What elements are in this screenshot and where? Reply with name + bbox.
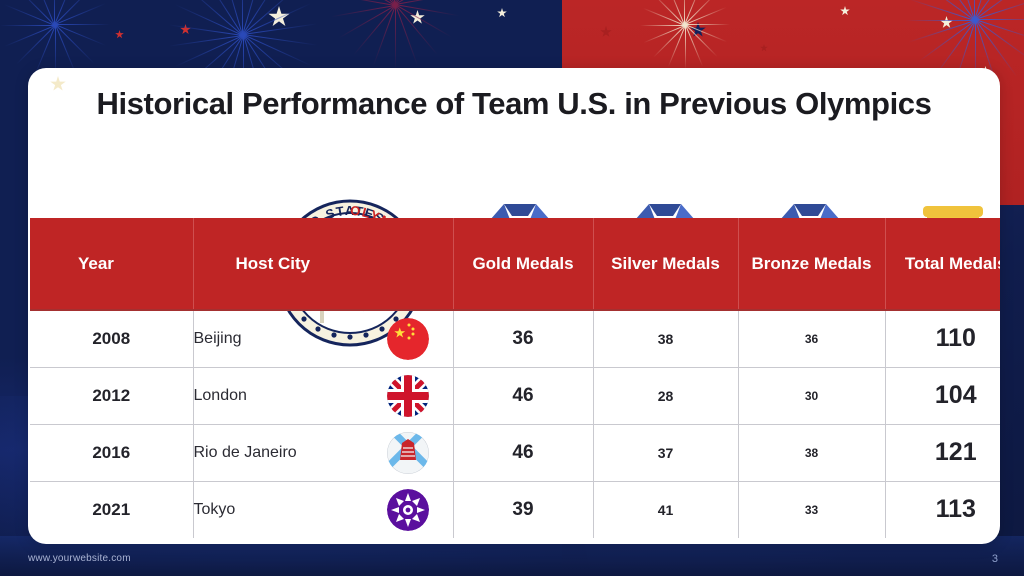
cell-year: 2021 — [30, 480, 194, 538]
medals-table: Year Host City Gold Medals Silver Medals… — [30, 218, 1000, 538]
flag-tokyo-icon — [386, 488, 429, 531]
cell-bronze-medals: 38 — [738, 423, 886, 481]
table-body: 2008 Beijing 36 38 36 110 2012 London 46 28 30 104 2… — [30, 309, 1000, 538]
host-city-label: London — [193, 386, 247, 404]
star-icon — [180, 24, 191, 35]
table-row[interactable]: 2016 Rio de Janeiro 46 37 38 121 — [30, 423, 1000, 481]
column-header-silver-medals[interactable]: Silver Medals — [593, 218, 739, 310]
star-icon — [760, 44, 768, 52]
table-row[interactable]: 2021 Tokyo 39 41 33 113 — [30, 480, 1000, 538]
star-icon — [497, 8, 507, 18]
flag-united-kingdom-icon — [386, 374, 429, 417]
column-header-bronze-medals[interactable]: Bronze Medals — [738, 218, 886, 310]
cell-year: 2016 — [30, 423, 194, 481]
star-icon — [840, 6, 850, 16]
cell-bronze-medals: 30 — [738, 366, 886, 424]
star-icon — [600, 26, 612, 37]
cell-host-city: Rio de Janeiro — [193, 423, 454, 481]
cell-silver-medals: 41 — [593, 480, 739, 538]
firework-icon — [905, 0, 1024, 90]
cell-host-city: London — [193, 366, 454, 424]
cell-total-medals: 110 — [885, 309, 1000, 367]
cell-gold-medals: 46 — [453, 423, 594, 481]
host-city-label: Rio de Janeiro — [193, 443, 297, 461]
cell-silver-medals: 37 — [593, 423, 739, 481]
cell-gold-medals: 39 — [453, 480, 594, 538]
column-header-total-medals[interactable]: Total Medals — [885, 218, 1000, 310]
star-icon — [940, 16, 953, 28]
table-header-row: Year Host City Gold Medals Silver Medals… — [30, 218, 1000, 310]
cell-total-medals: 113 — [885, 480, 1000, 538]
cell-year: 2012 — [30, 366, 194, 424]
firework-icon — [0, 0, 110, 80]
firework-icon — [640, 0, 730, 70]
flag-rio-de-janeiro-icon — [386, 431, 429, 474]
content-card: Historical Performance of Team U.S. in P… — [28, 68, 1000, 544]
page-title: Historical Performance of Team U.S. in P… — [96, 86, 932, 121]
cell-bronze-medals: 33 — [738, 480, 886, 538]
host-city-label: Tokyo — [193, 500, 236, 518]
table-row[interactable]: 2008 Beijing 36 38 36 110 — [30, 309, 1000, 367]
column-header-gold-medals[interactable]: Gold Medals — [453, 218, 594, 310]
host-city-label: Beijing — [193, 329, 242, 347]
cell-host-city: Tokyo — [193, 480, 454, 538]
flag-china-icon — [386, 317, 429, 360]
column-header-year[interactable]: Year — [30, 218, 194, 310]
cell-total-medals: 104 — [885, 366, 1000, 424]
firework-icon — [330, 0, 460, 70]
cell-gold-medals: 46 — [453, 366, 594, 424]
footer-website-link[interactable]: www.yourwebsite.com — [28, 553, 131, 564]
table-row[interactable]: 2012 London 46 28 30 104 — [30, 366, 1000, 424]
cell-total-medals: 121 — [885, 423, 1000, 481]
cell-host-city: Beijing — [193, 309, 454, 367]
column-header-host-city[interactable]: Host City — [193, 218, 454, 310]
cell-gold-medals: 36 — [453, 309, 594, 367]
cell-silver-medals: 28 — [593, 366, 739, 424]
cell-year: 2008 — [30, 309, 194, 367]
cell-silver-medals: 38 — [593, 309, 739, 367]
cell-bronze-medals: 36 — [738, 309, 886, 367]
star-icon — [115, 30, 124, 39]
page-number: 3 — [991, 553, 998, 565]
